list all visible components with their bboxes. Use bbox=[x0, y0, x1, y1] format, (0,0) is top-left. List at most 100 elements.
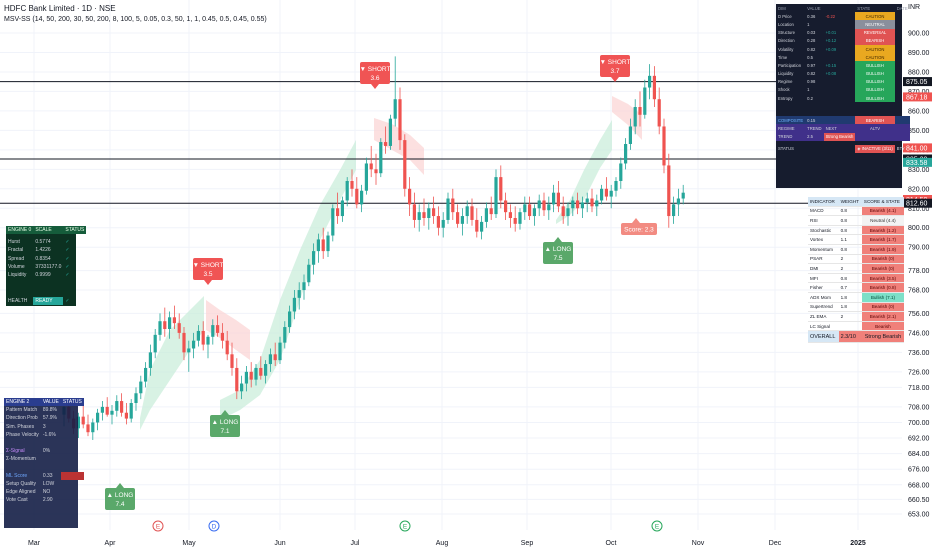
candle-body bbox=[657, 99, 661, 127]
candle-body bbox=[470, 206, 474, 220]
candle bbox=[81, 404, 85, 429]
dim-composite bbox=[895, 116, 910, 124]
candle-body bbox=[667, 165, 671, 217]
overall-state: Strong Bearish bbox=[861, 330, 904, 344]
engine2-cell bbox=[61, 431, 84, 439]
candle-body bbox=[144, 367, 148, 382]
y-tick-label: 880.00 bbox=[908, 69, 930, 76]
dim-state: BEARISH bbox=[855, 36, 895, 45]
candle bbox=[648, 64, 652, 100]
candle bbox=[667, 153, 671, 228]
signal-pointer bbox=[204, 280, 212, 285]
candle-body bbox=[432, 208, 436, 217]
candle bbox=[556, 181, 560, 213]
dim-cell: Time bbox=[778, 54, 788, 60]
engine2-cell: 3 bbox=[42, 423, 46, 430]
dim-composite: COMPOSITE bbox=[778, 117, 804, 123]
earnings-event-marker: E bbox=[152, 520, 164, 532]
candle-body bbox=[148, 352, 152, 368]
indicator-weight: 2 bbox=[838, 254, 862, 265]
signal-score: 7.4 bbox=[115, 501, 124, 508]
candle bbox=[91, 418, 95, 440]
dim-cell: +0.01 bbox=[825, 30, 837, 36]
earnings-event-marker: D bbox=[208, 520, 220, 532]
candle bbox=[230, 342, 234, 376]
candle-body bbox=[451, 198, 455, 213]
candle-body bbox=[115, 401, 119, 411]
dim-cell bbox=[895, 45, 910, 53]
dim-cell: 0.82 bbox=[807, 46, 816, 52]
candle-body bbox=[456, 212, 460, 224]
candle-body bbox=[571, 200, 575, 209]
candle-body bbox=[609, 190, 613, 197]
candle-body bbox=[187, 348, 191, 353]
candle bbox=[268, 348, 272, 372]
dim-cell: 1 bbox=[807, 21, 810, 27]
indicator-weight: 0.7 bbox=[838, 282, 862, 293]
candle-body bbox=[206, 336, 210, 345]
candle bbox=[163, 307, 167, 337]
indicator-state: Bearish bbox=[861, 321, 904, 332]
candle bbox=[547, 196, 551, 220]
dim-regime: TREND bbox=[807, 126, 822, 132]
candle-body bbox=[76, 416, 80, 429]
dim-status bbox=[824, 145, 856, 153]
horizontal-levels[interactable] bbox=[0, 81, 902, 204]
dim-cell bbox=[895, 20, 910, 28]
candle-body bbox=[86, 424, 90, 433]
dim-head: STATE bbox=[857, 5, 871, 11]
score-box bbox=[621, 223, 657, 235]
candle-body bbox=[360, 190, 364, 205]
signal-band bbox=[140, 296, 204, 430]
x-tick-label: Aug bbox=[436, 540, 449, 547]
price-tag: 867.18 bbox=[903, 92, 932, 102]
y-tick-label: 736.00 bbox=[908, 350, 930, 357]
signal-box bbox=[600, 55, 630, 77]
candle-body bbox=[240, 383, 244, 392]
price-axis[interactable]: 653.00 660.50 668.00 676.00 684.00 692.00 700.… bbox=[908, 31, 930, 519]
candle-body bbox=[590, 198, 594, 207]
engine0-head: ENGINE 0 bbox=[8, 227, 32, 234]
indicator-legend[interactable]: MSV-SS (14, 50, 200, 30, 50, 200, 8, 100… bbox=[4, 16, 267, 23]
y-tick-label: 830.00 bbox=[908, 167, 930, 174]
price-tag-text: 875.05 bbox=[906, 79, 928, 86]
dim-head: VALUE bbox=[807, 5, 821, 11]
signal-box bbox=[210, 415, 240, 437]
dim-composite bbox=[824, 116, 856, 124]
indicator-weight bbox=[838, 321, 862, 332]
indicator-weight: 2 bbox=[838, 263, 862, 274]
dim-cell bbox=[895, 37, 910, 45]
engine2-cell bbox=[61, 480, 84, 488]
candle bbox=[552, 184, 556, 213]
dim-cell: Direction bbox=[778, 38, 795, 44]
engine2-cell: Pattern Match bbox=[6, 407, 38, 414]
engine2-cell: ML Score bbox=[6, 472, 28, 479]
signal-band bbox=[556, 120, 612, 224]
symbol-title[interactable]: HDFC Bank Limited · 1D · NSE bbox=[4, 4, 116, 13]
y-tick-label: 708.00 bbox=[908, 404, 930, 411]
indicator-panel: INDICATOR WEIGHT SCORE & STATE MACD 0.8 Be… bbox=[808, 197, 904, 344]
y-tick-label: 790.00 bbox=[908, 245, 930, 252]
dim-table: DIM VALUE STATE DATE D Price 0.36 -0.22 CAU… bbox=[776, 4, 910, 153]
engine2-cell bbox=[61, 406, 84, 414]
event-letter: D bbox=[212, 524, 217, 531]
candle bbox=[489, 196, 493, 220]
candle-body bbox=[422, 212, 426, 218]
dim-cell: 0.98 bbox=[807, 79, 816, 85]
price-tag: 841.00 bbox=[903, 143, 932, 153]
candle bbox=[158, 313, 162, 341]
candle-body bbox=[537, 200, 541, 209]
candle bbox=[436, 206, 440, 236]
candle bbox=[537, 194, 541, 217]
indicator-state: Bearish (2.1) bbox=[861, 311, 904, 322]
dim-cell: Volatility bbox=[778, 46, 794, 52]
x-tick-label: Mar bbox=[28, 540, 41, 547]
candle bbox=[609, 184, 613, 209]
candle-body bbox=[619, 163, 623, 181]
time-axis[interactable]: Mar Apr May Jun Jul Aug Sep Oct Nov Dec 2025 bbox=[28, 540, 866, 547]
candle-body bbox=[340, 200, 344, 217]
candle-body bbox=[235, 367, 239, 392]
indicator-name: LC Signal bbox=[808, 321, 839, 332]
